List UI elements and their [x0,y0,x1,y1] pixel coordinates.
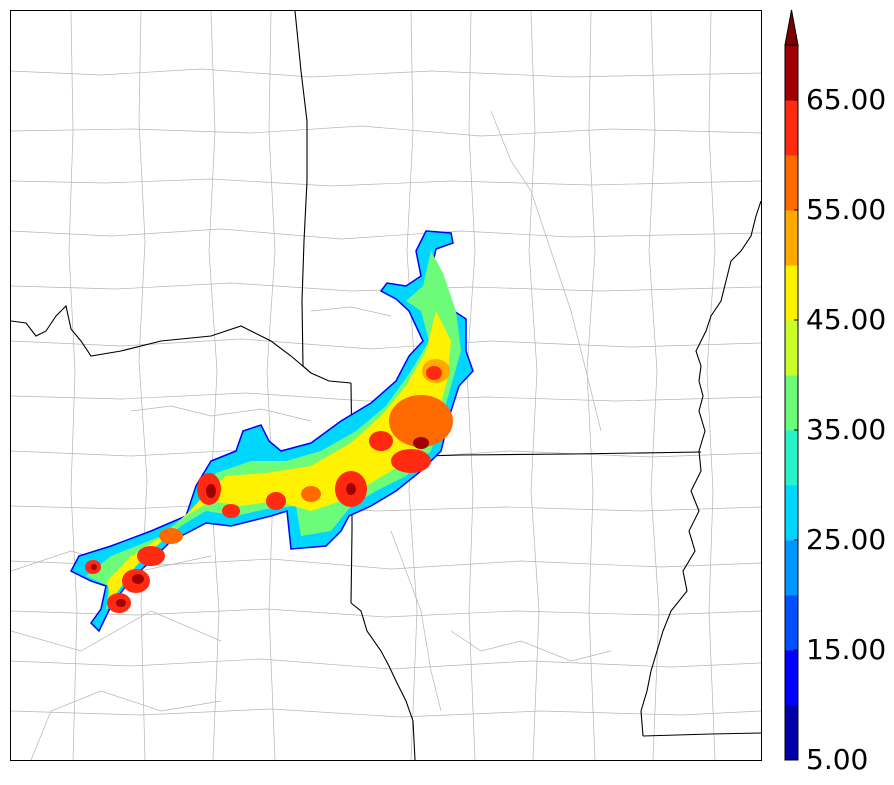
colorbar-segment [785,320,798,376]
core-14 [369,431,393,451]
core-3 [391,449,431,473]
colorbar-scale [784,9,799,761]
colorbar-frame [784,44,799,761]
state-boundaries [11,11,761,760]
state-line-river-south [350,602,416,760]
swath-band-green [86,251,461,611]
reflectivity-swath [69,230,474,633]
colorbar-tick-label: 25.00 [806,523,887,556]
core-15 [426,366,442,380]
colorbar-segment [785,45,798,101]
map-panel [10,10,762,761]
state-line-north-2 [302,365,312,374]
colorbar-segment [785,595,798,651]
core-6 [266,492,286,510]
colorbar-tick-label: 65.00 [806,83,887,116]
peak-4 [116,599,126,607]
peak-6 [91,564,97,570]
colorbar-tick-label: 55.00 [806,193,887,226]
peak-5 [346,483,356,495]
colorbar-tick-label: 35.00 [806,413,887,446]
state-line-north-1 [294,11,308,367]
state-line-se [642,732,761,737]
peak-3 [132,574,144,584]
colorbar-segment [785,650,798,706]
colorbar: 5.00 15.00 25.00 35.00 45.00 55.00 65.00 [784,8,894,778]
colorbar-segment [785,210,798,266]
colorbar-segment [785,540,798,596]
swath-band-yellow [107,311,451,601]
colorbar-extend-arrow [784,9,799,46]
colorbar-segment [785,705,798,761]
map-canvas [11,11,761,760]
state-line-river-west [11,304,352,384]
colorbar-segment [785,265,798,321]
colorbar-segment [785,375,798,431]
colorbar-tick-label: 45.00 [806,303,887,336]
county-boundaries [11,11,761,760]
colorbar-tick-label: 5.00 [806,743,869,776]
colorbar-segment [785,155,798,211]
core-1 [389,395,453,447]
peak-2 [206,484,216,498]
mississippi-river [640,200,761,737]
colorbar-tick-label: 15.00 [806,633,887,666]
colorbar-segment [785,485,798,541]
core-5 [301,486,321,502]
core-10 [137,546,165,566]
peak-1 [413,437,429,449]
colorbar-segment [785,100,798,156]
core-9 [159,528,183,544]
core-7 [222,504,240,518]
colorbar-segment [785,430,798,486]
